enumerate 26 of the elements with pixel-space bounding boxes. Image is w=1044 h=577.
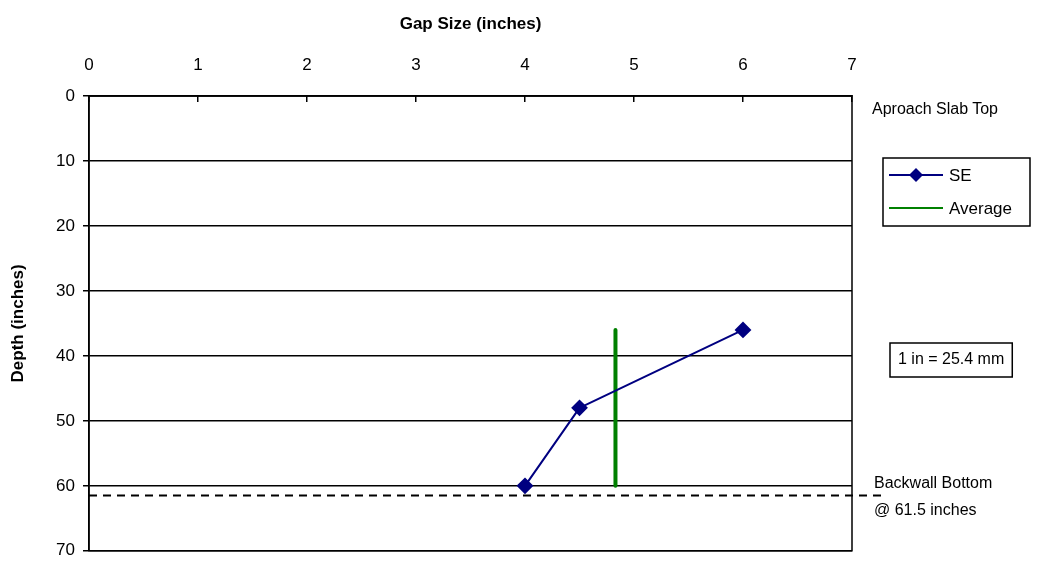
point <box>735 321 751 338</box>
x-tick-label: 4 <box>520 55 530 75</box>
y-tick-label: 10 <box>56 150 75 170</box>
text: 1 in = 25.4 mm <box>898 350 1005 368</box>
x-tick-label: 3 <box>411 55 421 75</box>
x-tick-label: 5 <box>629 55 639 75</box>
y-tick-label: 30 <box>56 280 75 300</box>
y-tick-label: 40 <box>56 345 75 365</box>
x-axis-title: Gap Size (inches) <box>399 13 542 33</box>
text: Aproach Slab Top <box>872 100 999 118</box>
legend-label: SE <box>949 165 972 185</box>
legend-label: Average <box>949 198 1013 218</box>
x-tick-label: 7 <box>847 55 857 75</box>
y-tick-label: 50 <box>56 410 75 430</box>
y-tick-label: 20 <box>56 215 75 235</box>
x-tick-label: 0 <box>84 55 94 75</box>
y-tick-label: 60 <box>56 475 75 495</box>
y-tick-label: 0 <box>65 85 75 105</box>
y-axis-title: Depth (inches) <box>7 264 27 383</box>
ref-line-label: Backwall Bottom @ 61.5 inches <box>874 473 993 518</box>
point <box>517 477 533 494</box>
x-tick-label: 6 <box>738 55 748 75</box>
point <box>571 399 588 416</box>
x-tick-label: 2 <box>302 55 312 75</box>
x-tick-label: 1 <box>193 55 203 75</box>
y-tick-label: 70 <box>56 540 75 560</box>
